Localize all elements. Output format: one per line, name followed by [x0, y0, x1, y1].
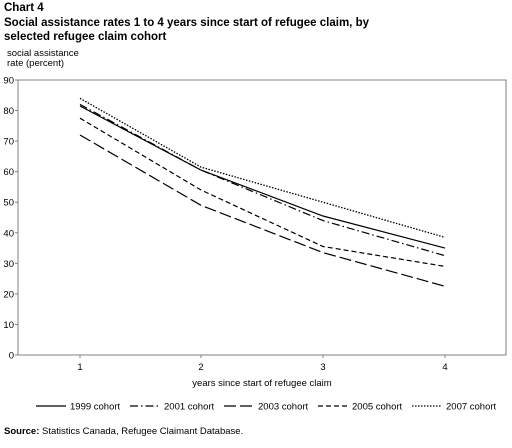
source-note: Source: Statistics Canada, Refugee Claim…: [4, 426, 243, 437]
plot-area: [17, 79, 507, 356]
legend-label: 2007 cohort: [446, 402, 497, 413]
y-tick-label: 10: [3, 320, 14, 331]
chart-label: Chart 4: [4, 2, 44, 14]
series-line: [79, 97, 446, 239]
y-axis-label: rate (percent): [7, 58, 64, 69]
series-line: [79, 103, 446, 257]
series-line: [79, 134, 446, 287]
chart-title: Social assistance rates 1 to 4 years sin…: [4, 16, 508, 44]
chart-title-line: Social assistance rates 1 to 4 years sin…: [4, 17, 369, 29]
y-axis-label: social assistance: [7, 48, 79, 59]
legend-label: 2003 cohort: [258, 402, 309, 413]
legend-label: 2005 cohort: [352, 402, 403, 413]
source-label: Source:: [4, 426, 40, 437]
x-tick-label: 3: [320, 362, 325, 373]
legend-label: 2001 cohort: [164, 402, 215, 413]
y-tick-label: 90: [3, 76, 14, 87]
y-tick-label: 40: [3, 228, 14, 239]
x-axis-label: years since start of refugee claim: [192, 378, 331, 389]
y-tick-label: 80: [3, 106, 14, 117]
y-tick-label: 30: [3, 259, 14, 270]
chart-title-line: selected refugee claim cohort: [4, 31, 167, 43]
x-tick-label: 4: [442, 362, 447, 373]
y-tick-label: 20: [3, 289, 14, 300]
source-text: Statistics Canada, Refugee Claimant Data…: [42, 426, 244, 437]
x-tick-label: 1: [77, 362, 82, 373]
y-tick-label: 50: [3, 198, 14, 209]
series-line: [79, 117, 446, 267]
y-tick-label: 60: [3, 167, 14, 178]
y-tick-label: 0: [9, 351, 14, 362]
series-line: [79, 105, 446, 249]
legend-label: 1999 cohort: [70, 402, 121, 413]
y-tick-label: 70: [3, 137, 14, 148]
x-tick-label: 2: [198, 362, 203, 373]
